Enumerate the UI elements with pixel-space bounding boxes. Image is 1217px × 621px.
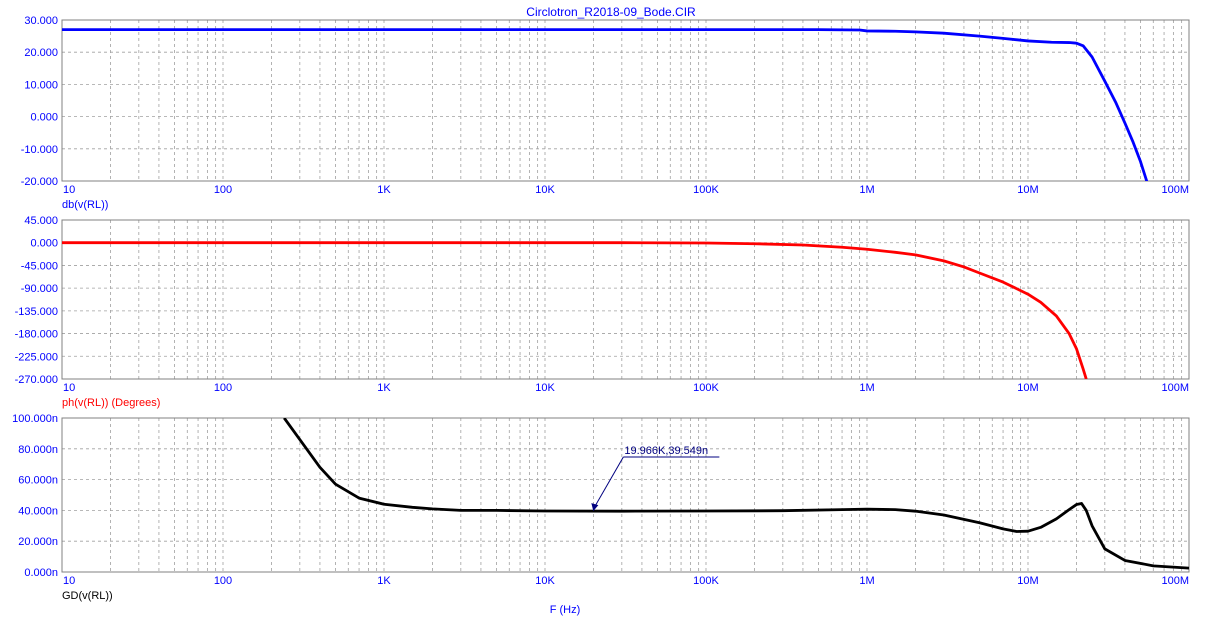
x-tick-label: 1K (377, 184, 391, 196)
annotation-leader (592, 456, 624, 510)
y-tick-label: -135.000 (15, 306, 58, 318)
panel-magnitude: 10 100 1K 10K 100K 1M 10M 100M 30.000 20.000 10.00… (21, 15, 1190, 211)
series-line-magnitude (62, 28, 1149, 181)
annotation-label: 19.966K,39.549n (624, 445, 708, 457)
y-tick-label: 45.000 (24, 215, 58, 227)
y-tick-label: 0.000 (30, 238, 58, 250)
y-tick-label: 100.000n (12, 413, 58, 425)
y-tick-label: -20.000 (21, 176, 58, 188)
panel-phase: 10 100 1K 10K 100K 1M 10M 100M 45.000 0.000 -45.00… (15, 215, 1190, 409)
x-tick-label: 100K (693, 184, 719, 196)
y-axis-label: ph(v(RL)) (Degrees) (62, 397, 160, 409)
x-tick-label: 100M (1161, 575, 1189, 587)
y-tick-label: 80.000n (18, 444, 58, 456)
x-tick-label: 10K (535, 382, 555, 394)
x-tick-label: 1M (859, 575, 874, 587)
x-tick-label: 10K (535, 575, 555, 587)
series-line-group-delay (283, 418, 1189, 570)
x-tick-label: 1M (859, 382, 874, 394)
y-tick-label: 30.000 (24, 15, 58, 27)
x-tick-label: 10 (63, 184, 75, 196)
plot-frame (61, 19, 1190, 182)
x-tick-label: 10M (1017, 184, 1038, 196)
y-tick-label: -180.000 (15, 329, 58, 341)
y-axis-label: db(v(RL)) (62, 199, 108, 211)
plot-frame (61, 417, 1190, 573)
y-tick-label: -10.000 (21, 144, 58, 156)
x-tick-label: 100M (1161, 184, 1189, 196)
x-tick-label: 10 (63, 575, 75, 587)
y-tick-label: 60.000n (18, 475, 58, 487)
x-tick-label: 10K (535, 184, 555, 196)
y-tick-label: -225.000 (15, 351, 58, 363)
y-tick-label: 0.000 (30, 112, 58, 124)
x-tick-label: 100K (693, 575, 719, 587)
x-tick-label: 10M (1017, 382, 1038, 394)
y-tick-label: 40.000n (18, 505, 58, 517)
y-tick-label: 20.000 (24, 47, 58, 59)
series-line-phase (62, 241, 1088, 379)
y-tick-label: -45.000 (21, 260, 58, 272)
x-tick-label: 10M (1017, 575, 1038, 587)
y-tick-label: 20.000n (18, 536, 58, 548)
plot-frame (61, 219, 1190, 380)
x-tick-label: 100K (693, 382, 719, 394)
x-tick-label: 100 (214, 184, 232, 196)
x-tick-label: 100 (214, 575, 232, 587)
panel-group-delay: 10 100 1K 10K 100K 1M 10M 100M 100.000n 80.000n 60… (12, 413, 1190, 602)
y-tick-label: -270.000 (15, 374, 58, 386)
y-tick-label: 0.000n (24, 567, 58, 579)
annotation-arrowhead (591, 503, 599, 512)
x-tick-label: 1K (377, 382, 391, 394)
y-tick-label: 10.000 (24, 79, 58, 91)
x-tick-label: 1K (377, 575, 391, 587)
y-tick-label: -90.000 (21, 283, 58, 295)
x-tick-label: 100 (214, 382, 232, 394)
y-axis-label: GD(v(RL)) (62, 590, 113, 602)
x-tick-label: 10 (63, 382, 75, 394)
plot-title: Circlotron_R2018-09_Bode.CIR (526, 5, 696, 19)
x-axis-title: F (Hz) (550, 604, 581, 616)
x-tick-label: 1M (859, 184, 874, 196)
x-tick-label: 100M (1161, 382, 1189, 394)
